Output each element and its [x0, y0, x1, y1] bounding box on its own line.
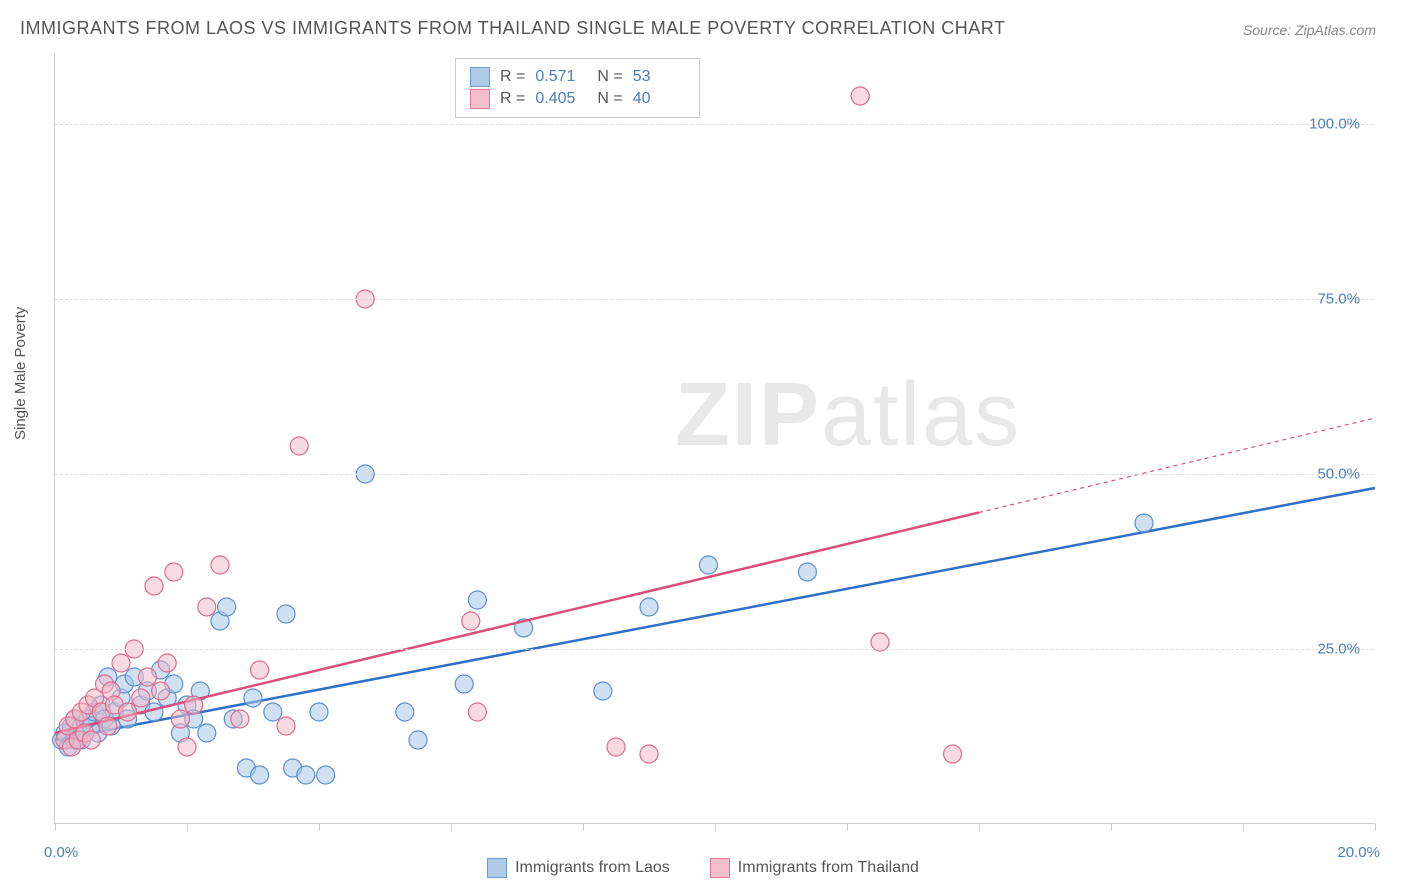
data-point-thailand: [185, 696, 203, 714]
data-point-thailand: [158, 654, 176, 672]
data-point-laos: [1135, 514, 1153, 532]
data-point-laos: [218, 598, 236, 616]
gridline: [55, 299, 1374, 300]
data-point-thailand: [944, 745, 962, 763]
data-point-thailand: [607, 738, 625, 756]
data-point-thailand: [171, 710, 189, 728]
legend-row-thailand: R = 0.405 N = 40: [470, 89, 685, 109]
data-point-laos: [317, 766, 335, 784]
legend-row-laos: R = 0.571 N = 53: [470, 67, 685, 87]
data-point-thailand: [99, 717, 117, 735]
legend-item-laos: Immigrants from Laos: [487, 858, 670, 878]
data-point-thailand: [82, 731, 100, 749]
data-point-thailand: [138, 668, 156, 686]
data-point-thailand: [112, 654, 130, 672]
data-point-thailand: [152, 682, 170, 700]
x-tick: [1243, 823, 1244, 831]
data-point-laos: [310, 703, 328, 721]
data-point-laos: [455, 675, 473, 693]
x-tick: [979, 823, 980, 831]
data-point-thailand: [277, 717, 295, 735]
data-point-thailand: [851, 87, 869, 105]
data-point-thailand: [468, 703, 486, 721]
n-label: N =: [597, 68, 622, 86]
x-tick: [187, 823, 188, 831]
legend-label-thailand: Immigrants from Thailand: [738, 859, 919, 877]
n-value-laos: 53: [633, 68, 685, 86]
data-point-thailand: [178, 738, 196, 756]
data-point-laos: [244, 689, 262, 707]
y-axis-label: Single Male Poverty: [12, 307, 29, 440]
data-point-thailand: [145, 577, 163, 595]
x-tick: [847, 823, 848, 831]
r-value-thailand: 0.405: [535, 90, 587, 108]
data-point-thailand: [462, 612, 480, 630]
x-tick: [1111, 823, 1112, 831]
series-legend: Immigrants from Laos Immigrants from Tha…: [0, 858, 1406, 878]
swatch-laos-bottom: [487, 858, 507, 878]
data-point-laos: [699, 556, 717, 574]
data-point-laos: [297, 766, 315, 784]
data-point-laos: [251, 766, 269, 784]
data-point-thailand: [198, 598, 216, 616]
data-point-laos: [198, 724, 216, 742]
plot-area: ZIPatlas R = 0.571 N = 53 R = 0.405 N = …: [54, 54, 1374, 824]
x-tick: [55, 823, 56, 831]
gridline: [55, 649, 1374, 650]
data-point-laos: [468, 591, 486, 609]
source-attribution: Source: ZipAtlas.com: [1243, 22, 1376, 38]
data-point-laos: [264, 703, 282, 721]
r-value-laos: 0.571: [535, 68, 587, 86]
x-tick: [1375, 823, 1376, 831]
swatch-laos: [470, 67, 490, 87]
data-point-laos: [277, 605, 295, 623]
correlation-legend: R = 0.571 N = 53 R = 0.405 N = 40: [455, 58, 700, 118]
x-tick: [715, 823, 716, 831]
data-point-thailand: [132, 689, 150, 707]
data-point-thailand: [211, 556, 229, 574]
scatter-svg: [55, 54, 1374, 823]
n-value-thailand: 40: [633, 90, 685, 108]
data-point-thailand: [231, 710, 249, 728]
data-point-laos: [594, 682, 612, 700]
legend-label-laos: Immigrants from Laos: [515, 859, 670, 877]
data-point-thailand: [290, 437, 308, 455]
y-tick-label: 100.0%: [1309, 116, 1360, 133]
data-point-laos: [640, 598, 658, 616]
data-point-thailand: [251, 661, 269, 679]
swatch-thailand-bottom: [710, 858, 730, 878]
x-tick: [451, 823, 452, 831]
legend-item-thailand: Immigrants from Thailand: [710, 858, 919, 878]
swatch-thailand: [470, 89, 490, 109]
x-tick: [583, 823, 584, 831]
chart-title: IMMIGRANTS FROM LAOS VS IMMIGRANTS FROM …: [20, 18, 1005, 39]
gridline: [55, 474, 1374, 475]
gridline: [55, 124, 1374, 125]
data-point-thailand: [640, 745, 658, 763]
r-label: R =: [500, 90, 525, 108]
y-tick-label: 25.0%: [1317, 641, 1360, 658]
x-tick: [319, 823, 320, 831]
data-point-thailand: [119, 703, 137, 721]
data-point-laos: [396, 703, 414, 721]
data-point-thailand: [165, 563, 183, 581]
data-point-laos: [798, 563, 816, 581]
data-point-laos: [409, 731, 427, 749]
y-tick-label: 50.0%: [1317, 466, 1360, 483]
r-label: R =: [500, 68, 525, 86]
n-label: N =: [597, 90, 622, 108]
y-tick-label: 75.0%: [1317, 291, 1360, 308]
